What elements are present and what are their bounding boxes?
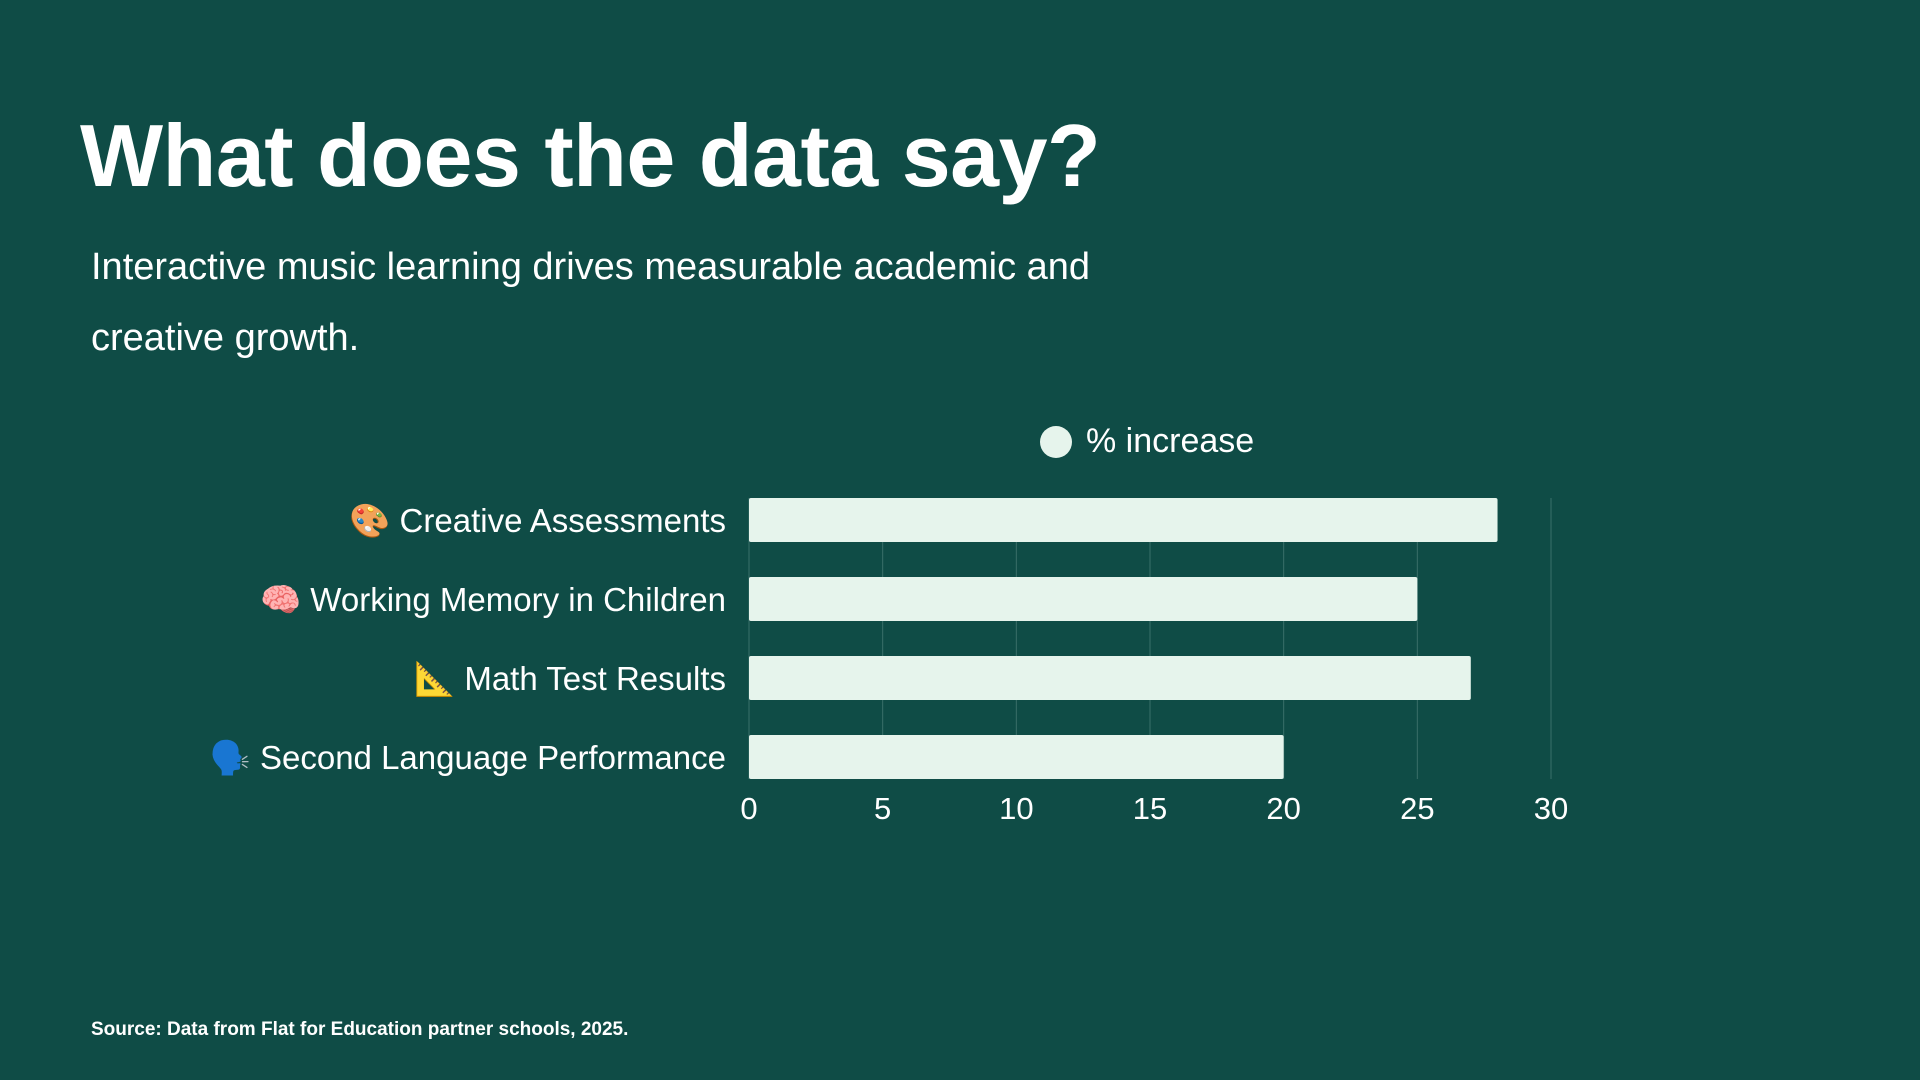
category-label: 🎨 Creative Assessments (349, 501, 726, 540)
x-tick-label: 15 (1133, 791, 1167, 826)
x-tick-label: 5 (874, 791, 891, 826)
x-tick-label: 10 (999, 791, 1033, 826)
legend-label: % increase (1086, 422, 1255, 460)
bar (749, 656, 1471, 700)
x-tick-label: 25 (1400, 791, 1434, 826)
x-tick-label: 0 (740, 791, 757, 826)
page-title: What does the data say? (80, 106, 1101, 205)
x-tick-label: 20 (1266, 791, 1300, 826)
bar (749, 735, 1284, 779)
category-label: 🧠 Working Memory in Children (260, 581, 726, 618)
category-label: 📐 Math Test Results (414, 660, 726, 698)
legend-swatch (1040, 425, 1072, 458)
category-label: 🗣️ Second Language Performance (210, 739, 726, 777)
subtitle: Interactive music learning drives measur… (91, 246, 1091, 359)
bar (749, 498, 1498, 542)
bar (749, 577, 1418, 621)
x-tick-label: 30 (1534, 791, 1568, 826)
source-note: Source: Data from Flat for Education par… (91, 1019, 629, 1040)
chart-legend: % increase (1040, 422, 1254, 461)
